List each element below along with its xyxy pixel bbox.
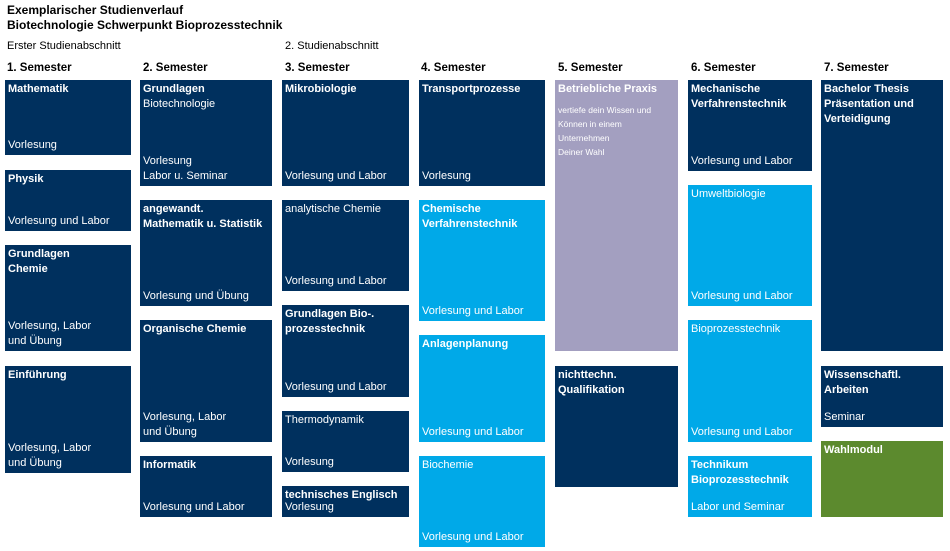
module-title: analytische Chemie (285, 203, 381, 215)
module-title: Betriebliche Praxis (558, 83, 658, 95)
module-nichttechnische-qualifikation[interactable]: nichttechn. Qualifikation (555, 366, 678, 487)
module-title: Organische Chemie (143, 323, 247, 335)
module-betriebliche-praxis[interactable]: Betriebliche Praxis vertiefe dein Wissen… (555, 80, 678, 351)
module-title: Mathematik (8, 83, 69, 95)
module-detail: Vorlesung (422, 170, 471, 182)
module-detail: Vorlesung und Labor (143, 501, 245, 513)
module-wahlmodul[interactable]: Wahlmodul (821, 441, 943, 517)
module-detail: Vorlesung und Labor (8, 215, 110, 227)
module-analytische-chemie[interactable]: analytische Chemie Vorlesung und Labor (282, 200, 409, 291)
module-title: Bachelor Thesis Präsentation und Verteid… (824, 83, 914, 125)
semester-header-1: 1. Semester (7, 62, 72, 74)
module-wissenschaftliches-arbeiten[interactable]: Wissenschaftl. Arbeiten Seminar (821, 366, 943, 427)
module-grundlagen-chemie[interactable]: Grundlagen Chemie Vorlesung, Labor und Ü… (5, 245, 131, 351)
module-title: Anlagenplanung (422, 338, 509, 350)
module-umweltbiologie[interactable]: Umweltbiologie Vorlesung und Labor (688, 185, 812, 306)
semester-header-7: 7. Semester (824, 62, 889, 74)
module-title: Mechanische Verfahrenstechnik (691, 83, 787, 110)
module-detail: Vorlesung, Labor und Übung (8, 442, 92, 469)
module-grundlagen-biotechnologie[interactable]: Grundlagen Biotechnologie Vorlesung Labo… (140, 80, 272, 186)
module-title: Biochemie (422, 459, 474, 471)
module-title: Grundlagen (143, 83, 205, 95)
module-title: Grundlagen Chemie (8, 248, 70, 275)
module-detail: Vorlesung und Labor (691, 426, 793, 438)
module-detail: Vorlesung (285, 456, 334, 468)
module-informatik[interactable]: Informatik Vorlesung und Labor (140, 456, 272, 517)
module-title: nichttechn. Qualifikation (558, 369, 625, 396)
module-title: Mikrobiologie (285, 83, 357, 95)
semester-header-6: 6. Semester (691, 62, 756, 74)
module-detail: Vorlesung und Labor (422, 305, 524, 317)
module-title: Bioprozesstechnik (691, 323, 781, 335)
module-technikum-bioprozesstechnik[interactable]: Technikum Bioprozesstechnik Labor und Se… (688, 456, 812, 517)
module-detail: Seminar (824, 411, 865, 423)
module-transportprozesse[interactable]: Transportprozesse Vorlesung (419, 80, 545, 186)
module-detail: Vorlesung (8, 139, 57, 151)
module-title: Technikum Bioprozesstechnik (691, 459, 789, 486)
module-detail: Vorlesung Labor u. Seminar (143, 155, 228, 182)
module-title: Physik (8, 173, 44, 185)
module-title: Thermodynamik (285, 414, 364, 426)
module-title: Informatik (143, 459, 197, 471)
module-title: Transportprozesse (422, 83, 521, 95)
module-mikrobiologie[interactable]: Mikrobiologie Vorlesung und Labor (282, 80, 409, 186)
module-title: Wahlmodul (824, 444, 883, 456)
module-detail: Vorlesung und Labor (285, 170, 387, 182)
module-subtitle: Biotechnologie (143, 98, 216, 110)
module-bioprozesstechnik[interactable]: Bioprozesstechnik Vorlesung und Labor (688, 320, 812, 442)
module-anlagenplanung[interactable]: Anlagenplanung Vorlesung und Labor (419, 335, 545, 442)
page-title: Exemplarischer Studienverlauf (7, 3, 184, 17)
module-grundlagen-bioprozesstechnik[interactable]: Grundlagen Bio-. prozesstechnik Vorlesun… (282, 305, 409, 397)
module-detail: Vorlesung und Übung (143, 290, 249, 302)
module-physik[interactable]: Physik Vorlesung und Labor (5, 170, 131, 231)
module-title: Einführung (8, 369, 67, 381)
module-bachelor-thesis[interactable]: Bachelor Thesis Präsentation und Verteid… (821, 80, 943, 351)
module-title: angewandt. Mathematik u. Statistik (143, 203, 263, 230)
semester-header-5: 5. Semester (558, 62, 623, 74)
module-title: Chemische Verfahrenstechnik (422, 203, 518, 230)
section-label-second: 2. Studienabschnitt (285, 40, 379, 52)
module-detail: Vorlesung (285, 501, 334, 513)
module-detail: Vorlesung und Labor (691, 290, 793, 302)
module-title: technisches Englisch (285, 489, 398, 501)
module-detail: Vorlesung und Labor (422, 531, 524, 543)
section-label-first: Erster Studienabschnitt (7, 40, 121, 52)
module-detail: Vorlesung und Labor (691, 155, 793, 167)
module-title: Wissenschaftl. Arbeiten (824, 369, 901, 396)
semester-header-3: 3. Semester (285, 62, 350, 74)
module-detail: Vorlesung und Labor (285, 275, 387, 287)
module-detail: Vorlesung, Labor und Übung (143, 411, 227, 438)
semester-header-4: 4. Semester (421, 62, 486, 74)
module-chemische-verfahrenstechnik[interactable]: Chemische Verfahrenstechnik Vorlesung un… (419, 200, 545, 321)
module-mechanische-verfahrenstechnik[interactable]: Mechanische Verfahrenstechnik Vorlesung … (688, 80, 812, 171)
module-title: Umweltbiologie (691, 188, 766, 200)
semester-header-2: 2. Semester (143, 62, 208, 74)
module-detail: Vorlesung, Labor und Übung (8, 320, 92, 347)
module-technisches-englisch[interactable]: technisches Englisch Vorlesung (282, 486, 409, 517)
module-einfuehrung[interactable]: Einführung Vorlesung, Labor und Übung (5, 366, 131, 473)
module-detail: Vorlesung und Labor (285, 381, 387, 393)
module-biochemie[interactable]: Biochemie Vorlesung und Labor (419, 456, 545, 547)
module-detail: Labor und Seminar (691, 501, 785, 513)
module-organische-chemie[interactable]: Organische Chemie Vorlesung, Labor und Ü… (140, 320, 272, 442)
module-angewandt-mathematik[interactable]: angewandt. Mathematik u. Statistik Vorle… (140, 200, 272, 306)
module-note: vertiefe dein Wissen und Können in einem… (558, 105, 652, 157)
module-detail: Vorlesung und Labor (422, 426, 524, 438)
page-subtitle: Biotechnologie Schwerpunkt Bioprozesstec… (7, 18, 283, 32)
module-title: Grundlagen Bio-. prozesstechnik (285, 308, 375, 335)
module-thermodynamik[interactable]: Thermodynamik Vorlesung (282, 411, 409, 472)
module-mathematik[interactable]: Mathematik Vorlesung (5, 80, 131, 155)
